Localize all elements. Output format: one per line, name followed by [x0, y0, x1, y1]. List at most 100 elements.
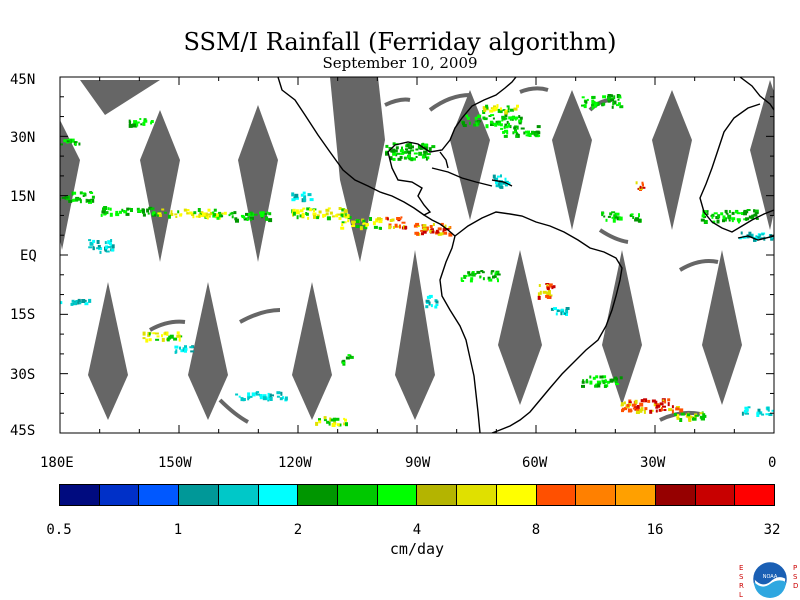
rain-pixel — [406, 143, 410, 148]
rain-pixel — [482, 277, 485, 281]
rain-pixel — [706, 212, 709, 216]
rain-pixel — [276, 391, 281, 395]
rain-pixel — [280, 391, 283, 396]
rain-pixel — [394, 223, 398, 228]
rain-pixel — [238, 395, 241, 398]
rain-pixel — [467, 271, 471, 275]
rain-pixel — [476, 270, 481, 274]
rain-pixel — [614, 381, 618, 383]
rain-pixel — [378, 226, 381, 230]
rain-pixel — [284, 396, 288, 401]
rain-pixel — [269, 397, 273, 401]
rain-pixel — [428, 147, 432, 152]
rain-pixel — [372, 221, 376, 226]
rain-pixel — [96, 247, 101, 250]
rain-pixel — [462, 124, 467, 127]
rain-pixel — [717, 214, 721, 219]
rain-pixel — [338, 423, 342, 427]
rain-pixel — [218, 211, 222, 214]
rain-pixel — [397, 219, 401, 222]
rain-pixel — [417, 144, 422, 149]
rain-pixel — [78, 142, 81, 146]
rain-pixel — [671, 409, 674, 414]
rain-pixel — [728, 219, 731, 222]
rain-pixel — [492, 117, 495, 120]
rain-pixel — [96, 240, 100, 244]
rain-pixel — [741, 411, 744, 416]
rain-pixel — [662, 405, 666, 408]
rain-pixel — [539, 290, 542, 295]
rain-pixel — [421, 155, 425, 159]
rain-pixel — [299, 214, 303, 218]
rain-pixel — [385, 151, 389, 155]
rain-pixel — [779, 413, 782, 417]
rain-pixel — [309, 208, 313, 212]
rain-pixel — [404, 150, 408, 154]
rain-pixel — [399, 149, 404, 153]
rain-pixel — [425, 148, 428, 153]
rain-pixel — [267, 392, 270, 397]
rain-pixel — [668, 408, 673, 412]
rain-pixel — [444, 224, 447, 229]
rain-pixel — [778, 413, 781, 417]
rain-pixel — [611, 211, 616, 214]
rain-pixel — [184, 347, 188, 351]
rain-pixel — [743, 209, 748, 212]
rain-pixel — [662, 399, 665, 402]
rain-pixel — [439, 232, 444, 236]
rain-pixel — [351, 225, 356, 227]
rain-pixel — [498, 180, 501, 184]
map-subtitle: September 10, 2009 — [322, 54, 478, 72]
logo-letter: P — [793, 564, 797, 572]
rain-pixel — [173, 337, 178, 341]
rain-pixel — [565, 307, 570, 310]
rain-pixel — [602, 95, 607, 99]
rain-pixel — [279, 397, 283, 401]
rain-pixel — [396, 152, 401, 155]
rain-pixel — [415, 148, 419, 151]
rain-pixel — [731, 211, 735, 215]
rain-pixel — [216, 216, 220, 220]
rain-pixel — [440, 222, 444, 226]
rain-pixel — [88, 239, 92, 242]
rain-pixel — [631, 403, 636, 407]
rain-pixel — [713, 212, 718, 215]
rain-pixel — [613, 95, 616, 100]
rain-pixel — [507, 107, 510, 111]
rain-pixel — [435, 229, 439, 233]
rain-pixel — [673, 413, 677, 416]
rain-pixel — [170, 210, 173, 215]
rain-pixel — [306, 207, 311, 211]
rain-pixel — [307, 193, 312, 197]
rain-pixel — [505, 109, 509, 112]
colorbar-segment — [99, 485, 140, 505]
rain-pixel — [488, 278, 493, 282]
rain-pixel — [510, 108, 514, 112]
rain-pixel — [473, 123, 477, 127]
rain-pixel — [736, 212, 741, 215]
rain-pixel — [189, 346, 194, 349]
noaa-seal-sea — [754, 580, 786, 598]
lon-label-150w: 150W — [158, 455, 192, 471]
rain-pixel — [395, 146, 399, 150]
rain-pixel — [636, 405, 640, 409]
swath-gap — [498, 250, 542, 405]
rain-pixel — [316, 216, 320, 220]
rain-pixel — [385, 144, 389, 148]
rain-pixel — [73, 198, 77, 202]
rain-pixel — [392, 151, 397, 156]
rain-pixel — [403, 156, 407, 160]
rain-pixel — [716, 219, 720, 224]
rain-pixel — [266, 211, 269, 214]
rain-pixel — [591, 99, 595, 104]
rain-pixel — [155, 338, 160, 341]
swath-gap — [60, 120, 80, 250]
rain-pixel — [676, 416, 680, 420]
rain-pixel — [504, 114, 508, 118]
rain-pixel — [687, 415, 692, 419]
rain-pixel — [392, 142, 396, 146]
rain-pixel — [599, 375, 604, 379]
swath-gap — [750, 80, 774, 230]
rain-pixel — [294, 196, 299, 200]
rain-pixel — [184, 349, 187, 353]
